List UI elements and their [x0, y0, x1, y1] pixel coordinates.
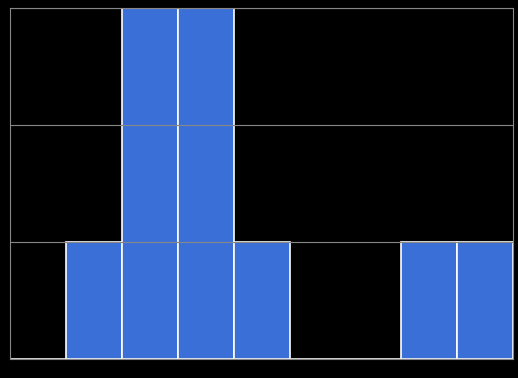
Bar	[457, 242, 513, 359]
Bar	[66, 242, 122, 359]
Bar	[401, 242, 457, 359]
Bar	[234, 242, 290, 359]
Bar	[178, 8, 234, 359]
Bar	[122, 8, 178, 359]
